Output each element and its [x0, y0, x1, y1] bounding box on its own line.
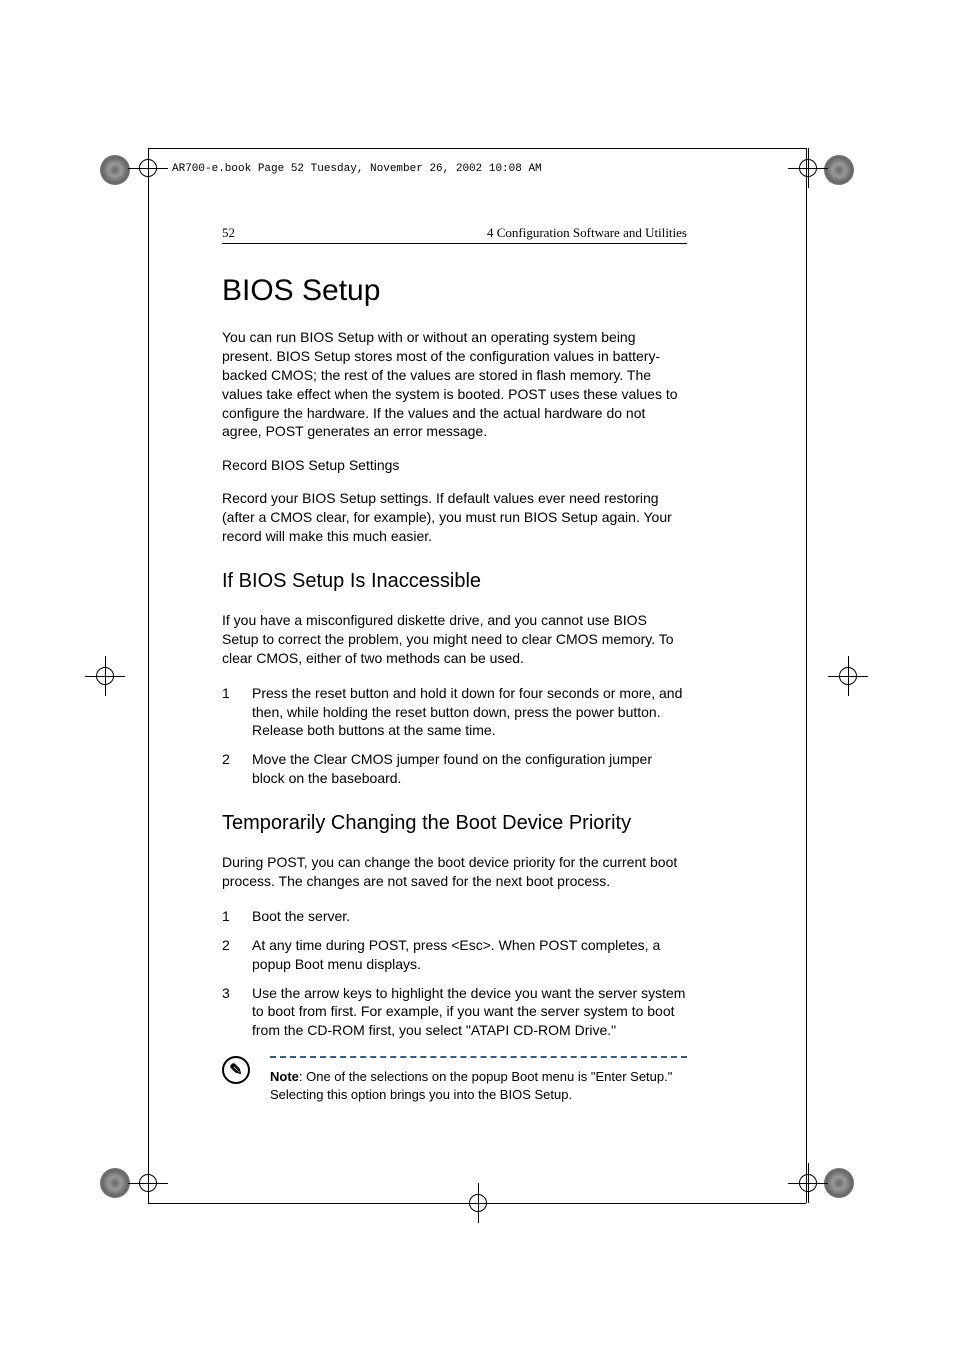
inaccessible-steps: Press the reset button and hold it down … — [222, 684, 687, 788]
list-item: Move the Clear CMOS jumper found on the … — [222, 750, 687, 788]
frame-left-line — [148, 148, 149, 1203]
heading-boot-priority: Temporarily Changing the Boot Device Pri… — [222, 812, 687, 835]
crosshair-tr — [788, 148, 828, 188]
corner-disc-tr — [824, 155, 854, 185]
note-label: Note — [270, 1069, 299, 1084]
crosshair-tl — [128, 148, 168, 188]
frame-top-line — [148, 148, 806, 149]
record-label: Record BIOS Setup Settings — [222, 457, 687, 473]
list-item: At any time during POST, press <Esc>. Wh… — [222, 936, 687, 974]
page-number: 52 — [222, 225, 235, 241]
intro-paragraph: You can run BIOS Setup with or without a… — [222, 328, 687, 441]
crosshair-bm — [458, 1183, 498, 1223]
crosshair-bl — [128, 1163, 168, 1203]
corner-disc-tl — [100, 155, 130, 185]
note-divider — [270, 1056, 687, 1058]
page-header: 52 4 Configuration Software and Utilitie… — [222, 225, 687, 244]
boot-priority-intro: During POST, you can change the boot dev… — [222, 853, 687, 891]
note-content: Note: One of the selections on the popup… — [270, 1056, 687, 1104]
heading-bios-setup: BIOS Setup — [222, 274, 687, 308]
list-item: Press the reset button and hold it down … — [222, 684, 687, 741]
page-content: 52 4 Configuration Software and Utilitie… — [222, 225, 687, 1105]
crosshair-ml — [85, 656, 125, 696]
inaccessible-intro: If you have a misconfigured diskette dri… — [222, 611, 687, 668]
heading-inaccessible: If BIOS Setup Is Inaccessible — [222, 570, 687, 593]
crosshair-br — [788, 1163, 828, 1203]
book-tag: AR700-e.book Page 52 Tuesday, November 2… — [172, 163, 542, 175]
note-body: : One of the selections on the popup Boo… — [270, 1069, 672, 1102]
chapter-title: 4 Configuration Software and Utilities — [487, 225, 687, 241]
list-item: Boot the server. — [222, 907, 687, 926]
note-text: Note: One of the selections on the popup… — [270, 1068, 687, 1104]
note-block: ✎ Note: One of the selections on the pop… — [222, 1056, 687, 1104]
boot-priority-steps: Boot the server. At any time during POST… — [222, 907, 687, 1040]
frame-right-line — [806, 148, 807, 1203]
record-paragraph: Record your BIOS Setup settings. If defa… — [222, 489, 687, 546]
note-icon: ✎ — [222, 1056, 250, 1084]
list-item: Use the arrow keys to highlight the devi… — [222, 984, 687, 1041]
corner-disc-bl — [100, 1168, 130, 1198]
crosshair-mr — [828, 656, 868, 696]
corner-disc-br — [824, 1168, 854, 1198]
